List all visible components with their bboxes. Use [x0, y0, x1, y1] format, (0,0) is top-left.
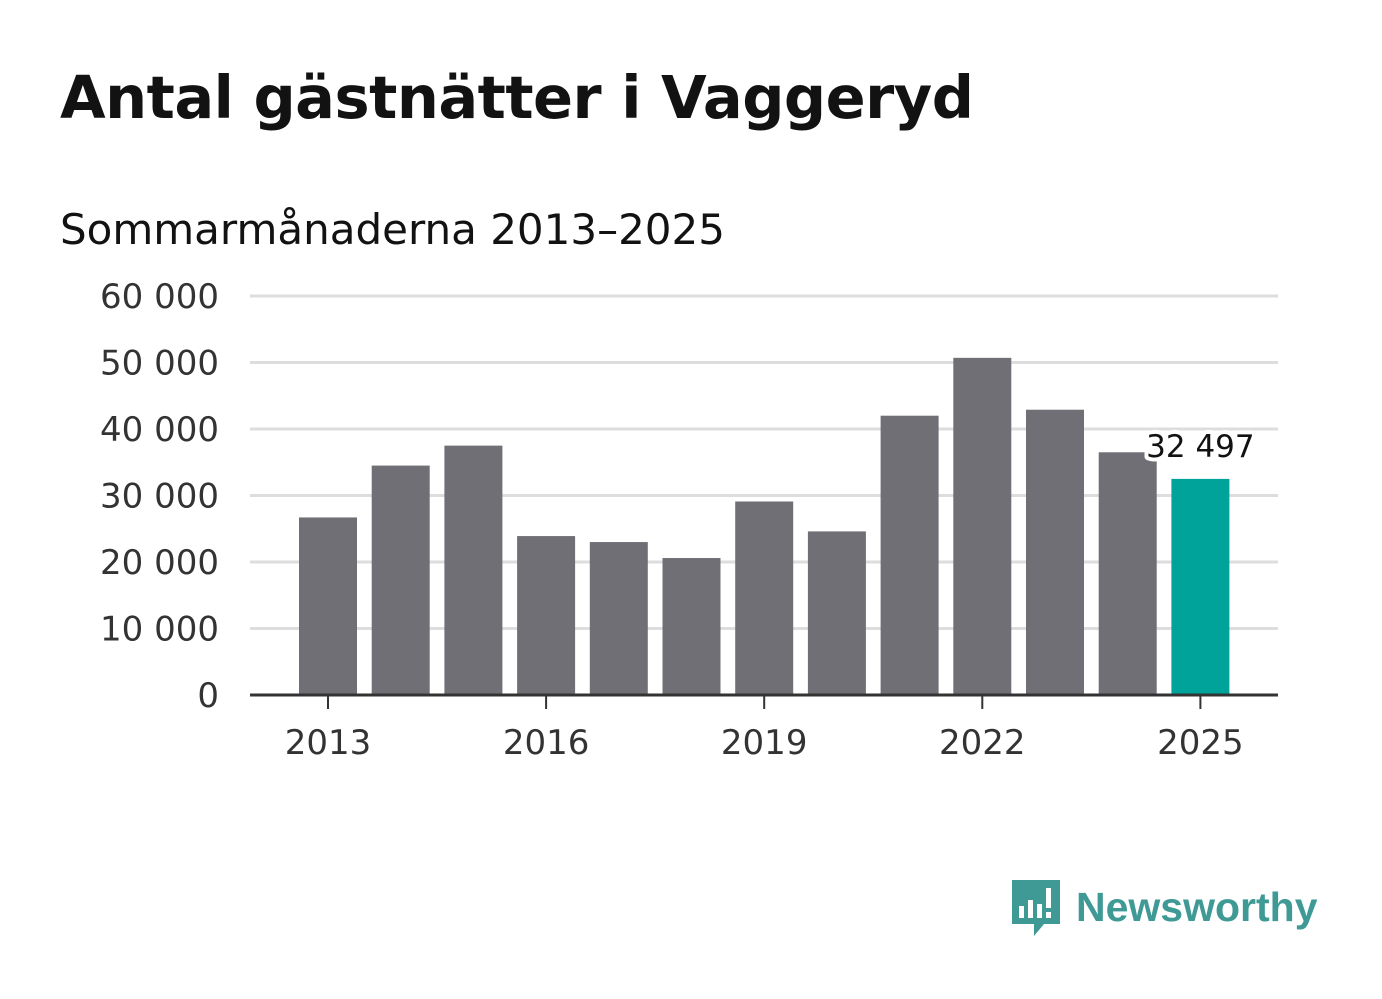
brand-name: Newsworthy	[1076, 883, 1318, 930]
newsworthy-logo-icon	[1012, 880, 1060, 936]
brand-logo: Newsworthy	[1010, 876, 1318, 938]
x-tick-label: 2025	[1157, 723, 1244, 763]
x-tick-label: 2016	[503, 723, 590, 763]
y-tick-label: 10 000	[100, 610, 219, 650]
y-tick-label: 40 000	[100, 410, 219, 450]
bar-2024	[1098, 452, 1157, 695]
x-tick-label: 2022	[939, 723, 1026, 763]
data-label-halo: 32 497	[1146, 429, 1254, 465]
bar-2023	[1026, 409, 1084, 695]
bar-2020	[807, 531, 866, 695]
bar-2013	[299, 517, 357, 695]
x-tick-label: 2013	[285, 723, 372, 763]
bar-2016	[517, 536, 576, 695]
page-title: Antal gästnätter i Vaggeryd	[60, 63, 974, 132]
x-tick-label: 2019	[721, 723, 808, 763]
bar-2018	[662, 558, 721, 695]
data-label: 32 497	[1146, 429, 1254, 465]
chart-subtitle: Sommarmånaderna 2013–2025	[60, 205, 725, 254]
bar-2021	[880, 415, 939, 695]
bar-2019	[735, 501, 794, 695]
bar-2022	[953, 357, 1012, 695]
bar-2014	[371, 465, 430, 695]
bar-2015	[444, 445, 503, 695]
bar-2025	[1171, 478, 1230, 695]
y-tick-label: 0	[197, 676, 219, 716]
y-tick-label: 60 000	[100, 277, 219, 317]
y-tick-label: 30 000	[100, 477, 219, 517]
y-tick-label: 20 000	[100, 543, 219, 583]
bar-2017	[589, 542, 648, 695]
y-tick-label: 50 000	[100, 344, 219, 384]
